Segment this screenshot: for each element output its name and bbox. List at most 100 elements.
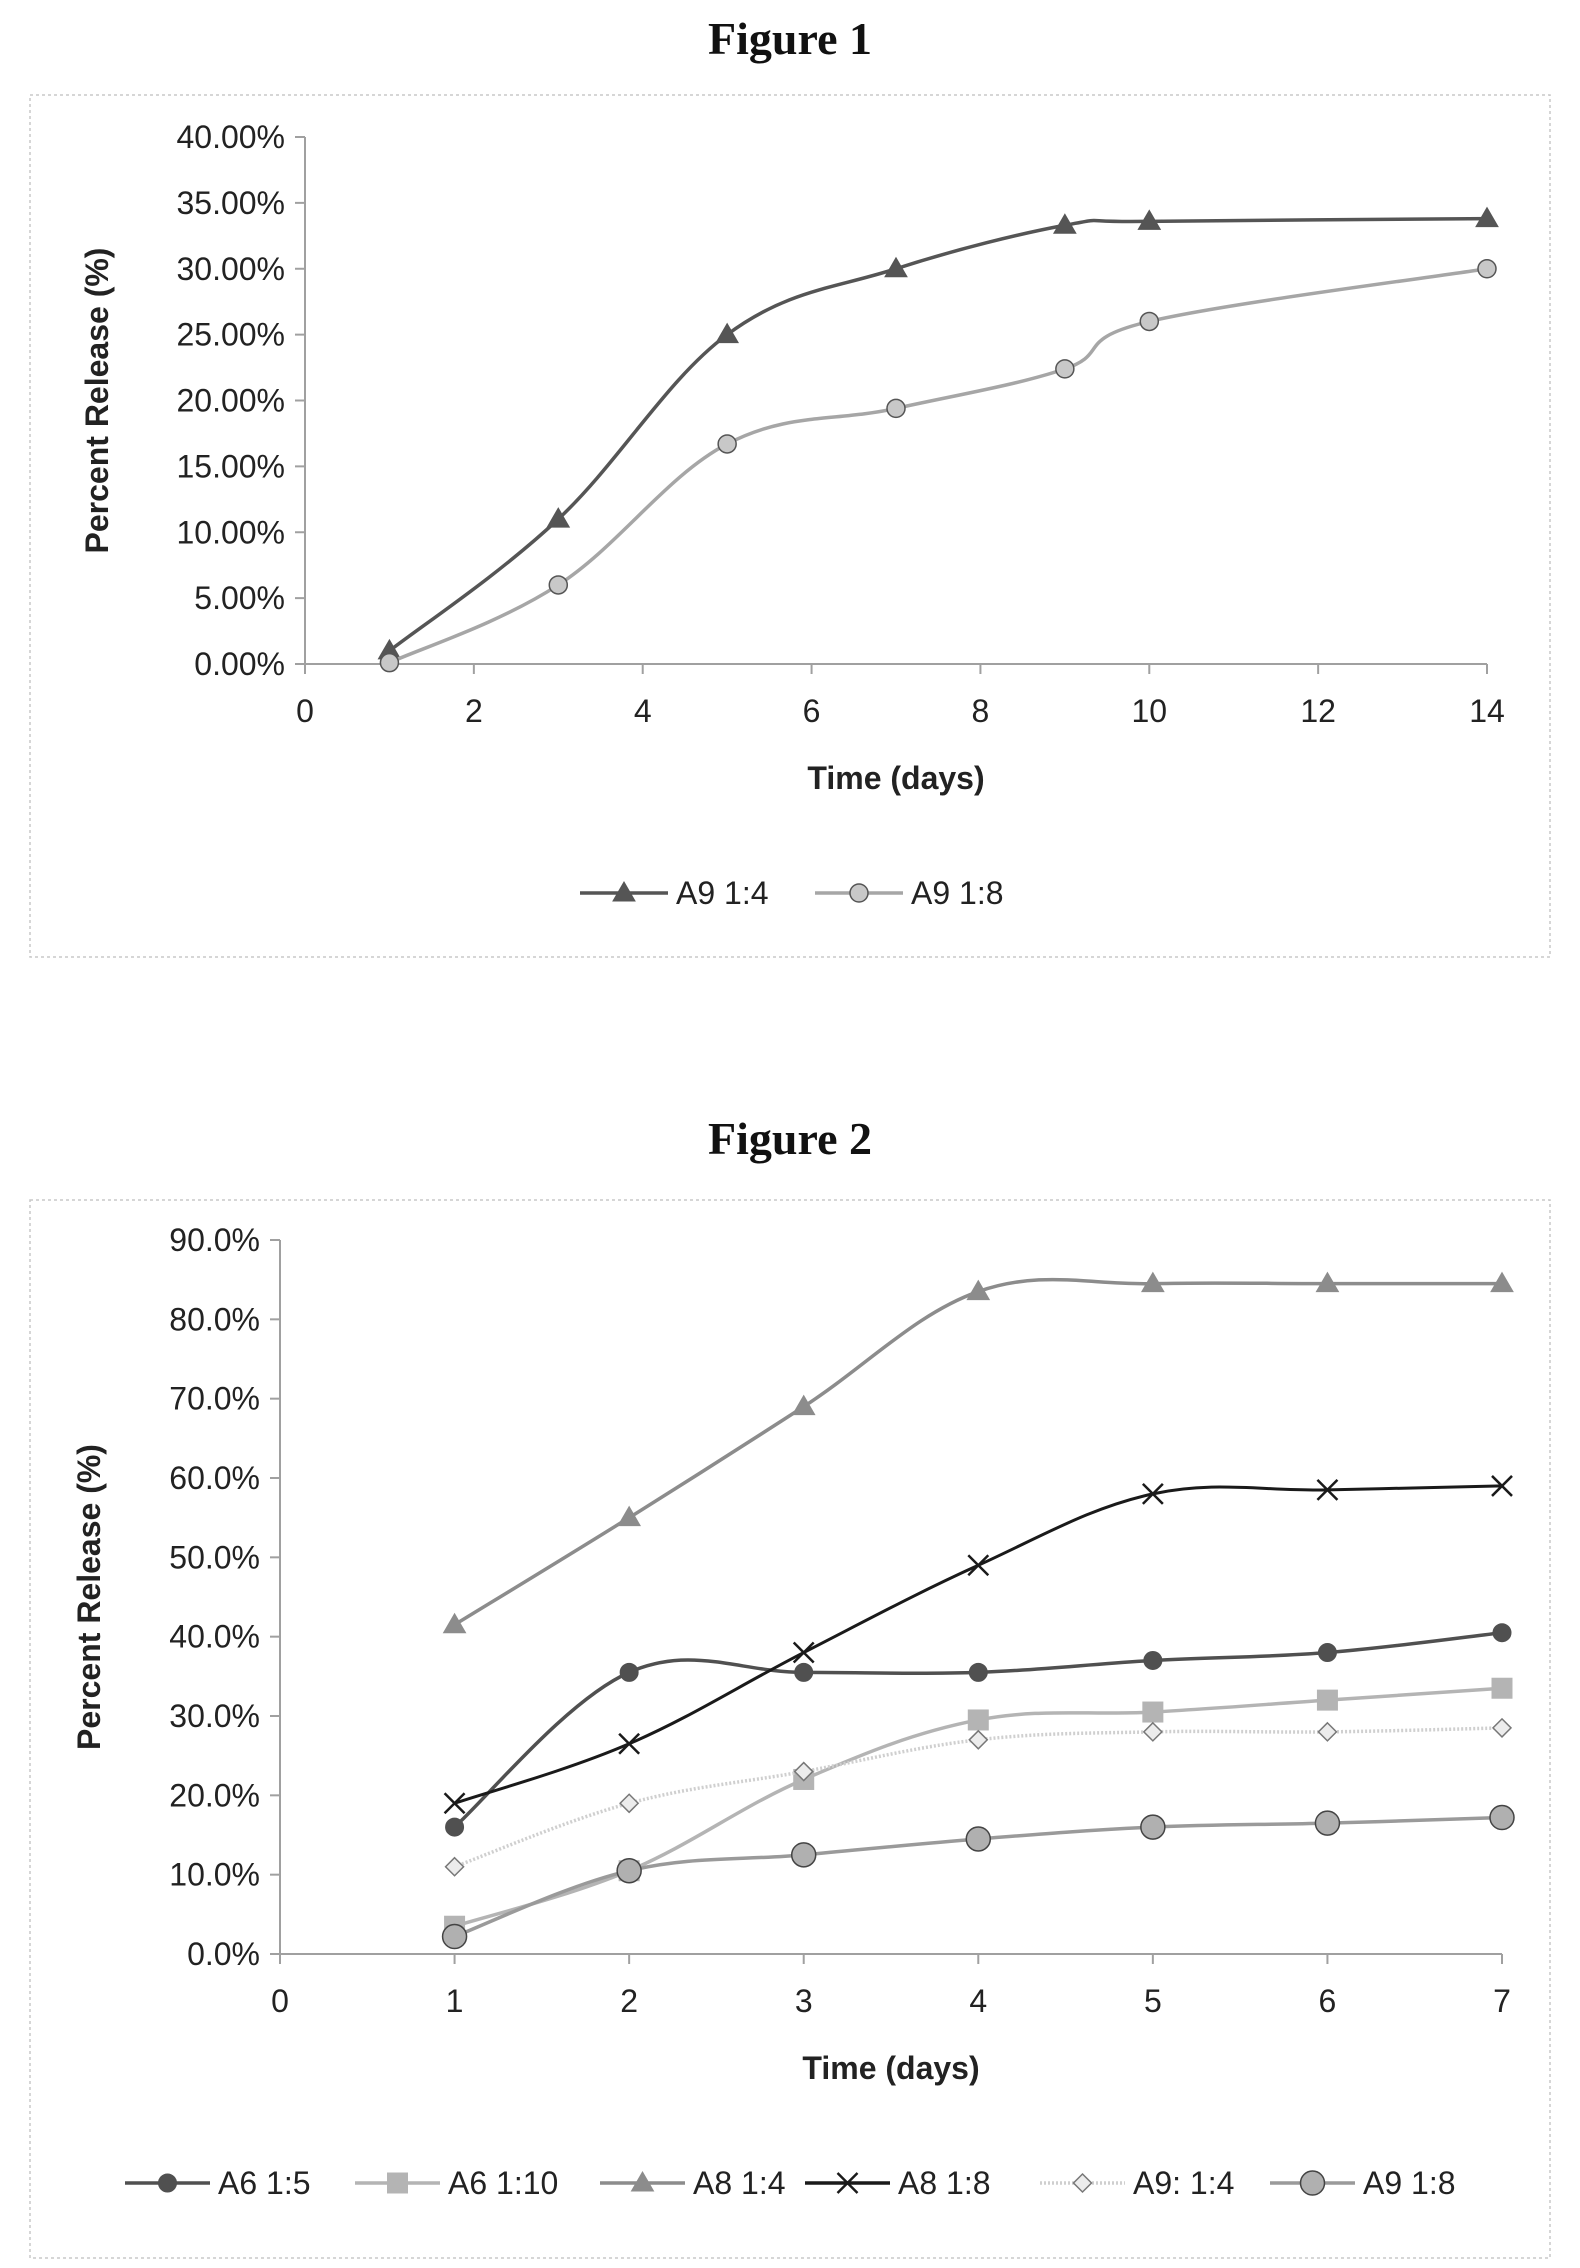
legend-marker <box>158 2173 177 2193</box>
data-point <box>1315 1271 1340 1293</box>
y-tick-label: 0.0% <box>187 1936 260 1972</box>
data-point <box>1316 1479 1339 1501</box>
legend-marker <box>1072 2172 1093 2194</box>
data-point <box>1055 359 1075 379</box>
data-point <box>965 1826 992 1852</box>
y-axis-title: Percent Release (%) <box>79 248 115 554</box>
chart-frame <box>29 94 1551 958</box>
series-0 <box>445 1623 1512 1837</box>
data-point <box>616 1857 642 1884</box>
data-point <box>379 652 400 673</box>
data-point <box>884 256 908 278</box>
data-point <box>1141 1482 1164 1505</box>
figure-1-heading: Figure 1 <box>708 13 872 64</box>
data-point <box>792 1641 815 1664</box>
legend-item: A9 1:4 <box>580 875 769 911</box>
data-point <box>886 398 906 419</box>
legend-label: A6 1:10 <box>448 2165 558 2201</box>
x-tick-label: 3 <box>795 1983 813 2019</box>
legend-item: A9 1:8 <box>815 875 1004 911</box>
x-tick-label: 6 <box>803 693 821 729</box>
y-tick-label: 40.00% <box>176 119 285 155</box>
y-tick-label: 90.0% <box>169 1222 260 1258</box>
data-point <box>441 1923 468 1950</box>
x-tick-label: 6 <box>1319 1983 1337 2019</box>
data-point <box>546 507 571 528</box>
y-tick-label: 5.00% <box>194 580 285 616</box>
data-point <box>1143 1650 1163 1670</box>
x-tick-label: 2 <box>620 1983 638 2019</box>
data-point <box>1317 1721 1338 1742</box>
legend-label: A9 1:8 <box>911 875 1004 911</box>
series-4 <box>444 1717 1513 1877</box>
x-tick-label: 12 <box>1300 693 1336 729</box>
series-0 <box>377 206 1499 660</box>
data-point <box>1475 206 1499 228</box>
x-tick-label: 10 <box>1131 693 1167 729</box>
x-tick-label: 2 <box>465 693 483 729</box>
marker-stroke <box>443 1792 466 1815</box>
y-tick-label: 25.00% <box>176 317 285 353</box>
data-point <box>1142 1701 1164 1723</box>
series-2 <box>442 1271 1514 1634</box>
y-axis-title: Percent Release (%) <box>71 1444 107 1750</box>
data-point <box>1052 213 1077 234</box>
series-line <box>453 1277 1502 1627</box>
data-point <box>619 1793 640 1814</box>
y-tick-label: 30.0% <box>169 1698 260 1734</box>
legend-label: A8 1:4 <box>693 2165 786 2201</box>
chart-frame <box>29 1199 1551 2259</box>
data-point <box>790 1842 817 1868</box>
data-point <box>1491 1677 1513 1699</box>
x-tick-label: 8 <box>972 693 990 729</box>
y-tick-label: 30.00% <box>176 251 285 287</box>
data-point <box>1142 1721 1163 1742</box>
marker-stroke <box>967 1554 990 1577</box>
legend-label: A6 1:5 <box>218 2165 311 2201</box>
series-5 <box>441 1804 1515 1950</box>
marker-stroke <box>792 1641 815 1664</box>
data-point <box>617 1505 642 1527</box>
y-tick-label: 15.00% <box>176 448 285 484</box>
data-point <box>794 1662 814 1682</box>
data-point <box>968 1662 988 1682</box>
marker-stroke <box>1491 1475 1513 1497</box>
y-tick-label: 20.00% <box>176 383 285 419</box>
y-tick-label: 60.0% <box>169 1460 260 1496</box>
legend-item: A8 1:8 <box>805 2165 991 2201</box>
x-tick-label: 4 <box>634 693 652 729</box>
data-point <box>793 1761 814 1782</box>
x-tick-label: 0 <box>271 1983 289 2019</box>
figure-2-heading: Figure 2 <box>708 1113 872 1164</box>
data-point <box>1140 1814 1166 1840</box>
y-tick-label: 80.0% <box>169 1301 260 1337</box>
data-point <box>966 1279 991 1301</box>
legend-label: A9 1:8 <box>1363 2165 1456 2201</box>
legend-marker <box>387 2172 408 2194</box>
legend-item: A8 1:4 <box>600 2165 786 2201</box>
data-point <box>1492 1623 1512 1643</box>
x-tick-label: 1 <box>446 1983 464 2019</box>
legend-marker <box>836 2172 859 2194</box>
series-1 <box>379 259 1497 673</box>
data-point <box>1317 1643 1337 1663</box>
data-point <box>1491 1475 1513 1497</box>
x-axis-title: Time (days) <box>807 760 984 796</box>
y-tick-label: 0.00% <box>194 646 285 682</box>
data-point <box>1491 1717 1513 1738</box>
y-tick-label: 10.00% <box>176 514 285 550</box>
x-tick-label: 14 <box>1469 693 1505 729</box>
marker-stroke <box>618 1732 641 1755</box>
marker-stroke <box>1141 1482 1164 1505</box>
data-point <box>967 1709 989 1731</box>
data-point <box>1489 1804 1515 1831</box>
legend-marker <box>630 2171 655 2192</box>
data-point <box>968 1729 989 1750</box>
x-tick-label: 4 <box>969 1983 987 2019</box>
marker-stroke <box>1316 1479 1339 1501</box>
data-point <box>1139 311 1160 332</box>
y-tick-label: 10.0% <box>169 1857 260 1893</box>
data-point <box>1140 1271 1165 1293</box>
series-line <box>454 1484 1503 1805</box>
